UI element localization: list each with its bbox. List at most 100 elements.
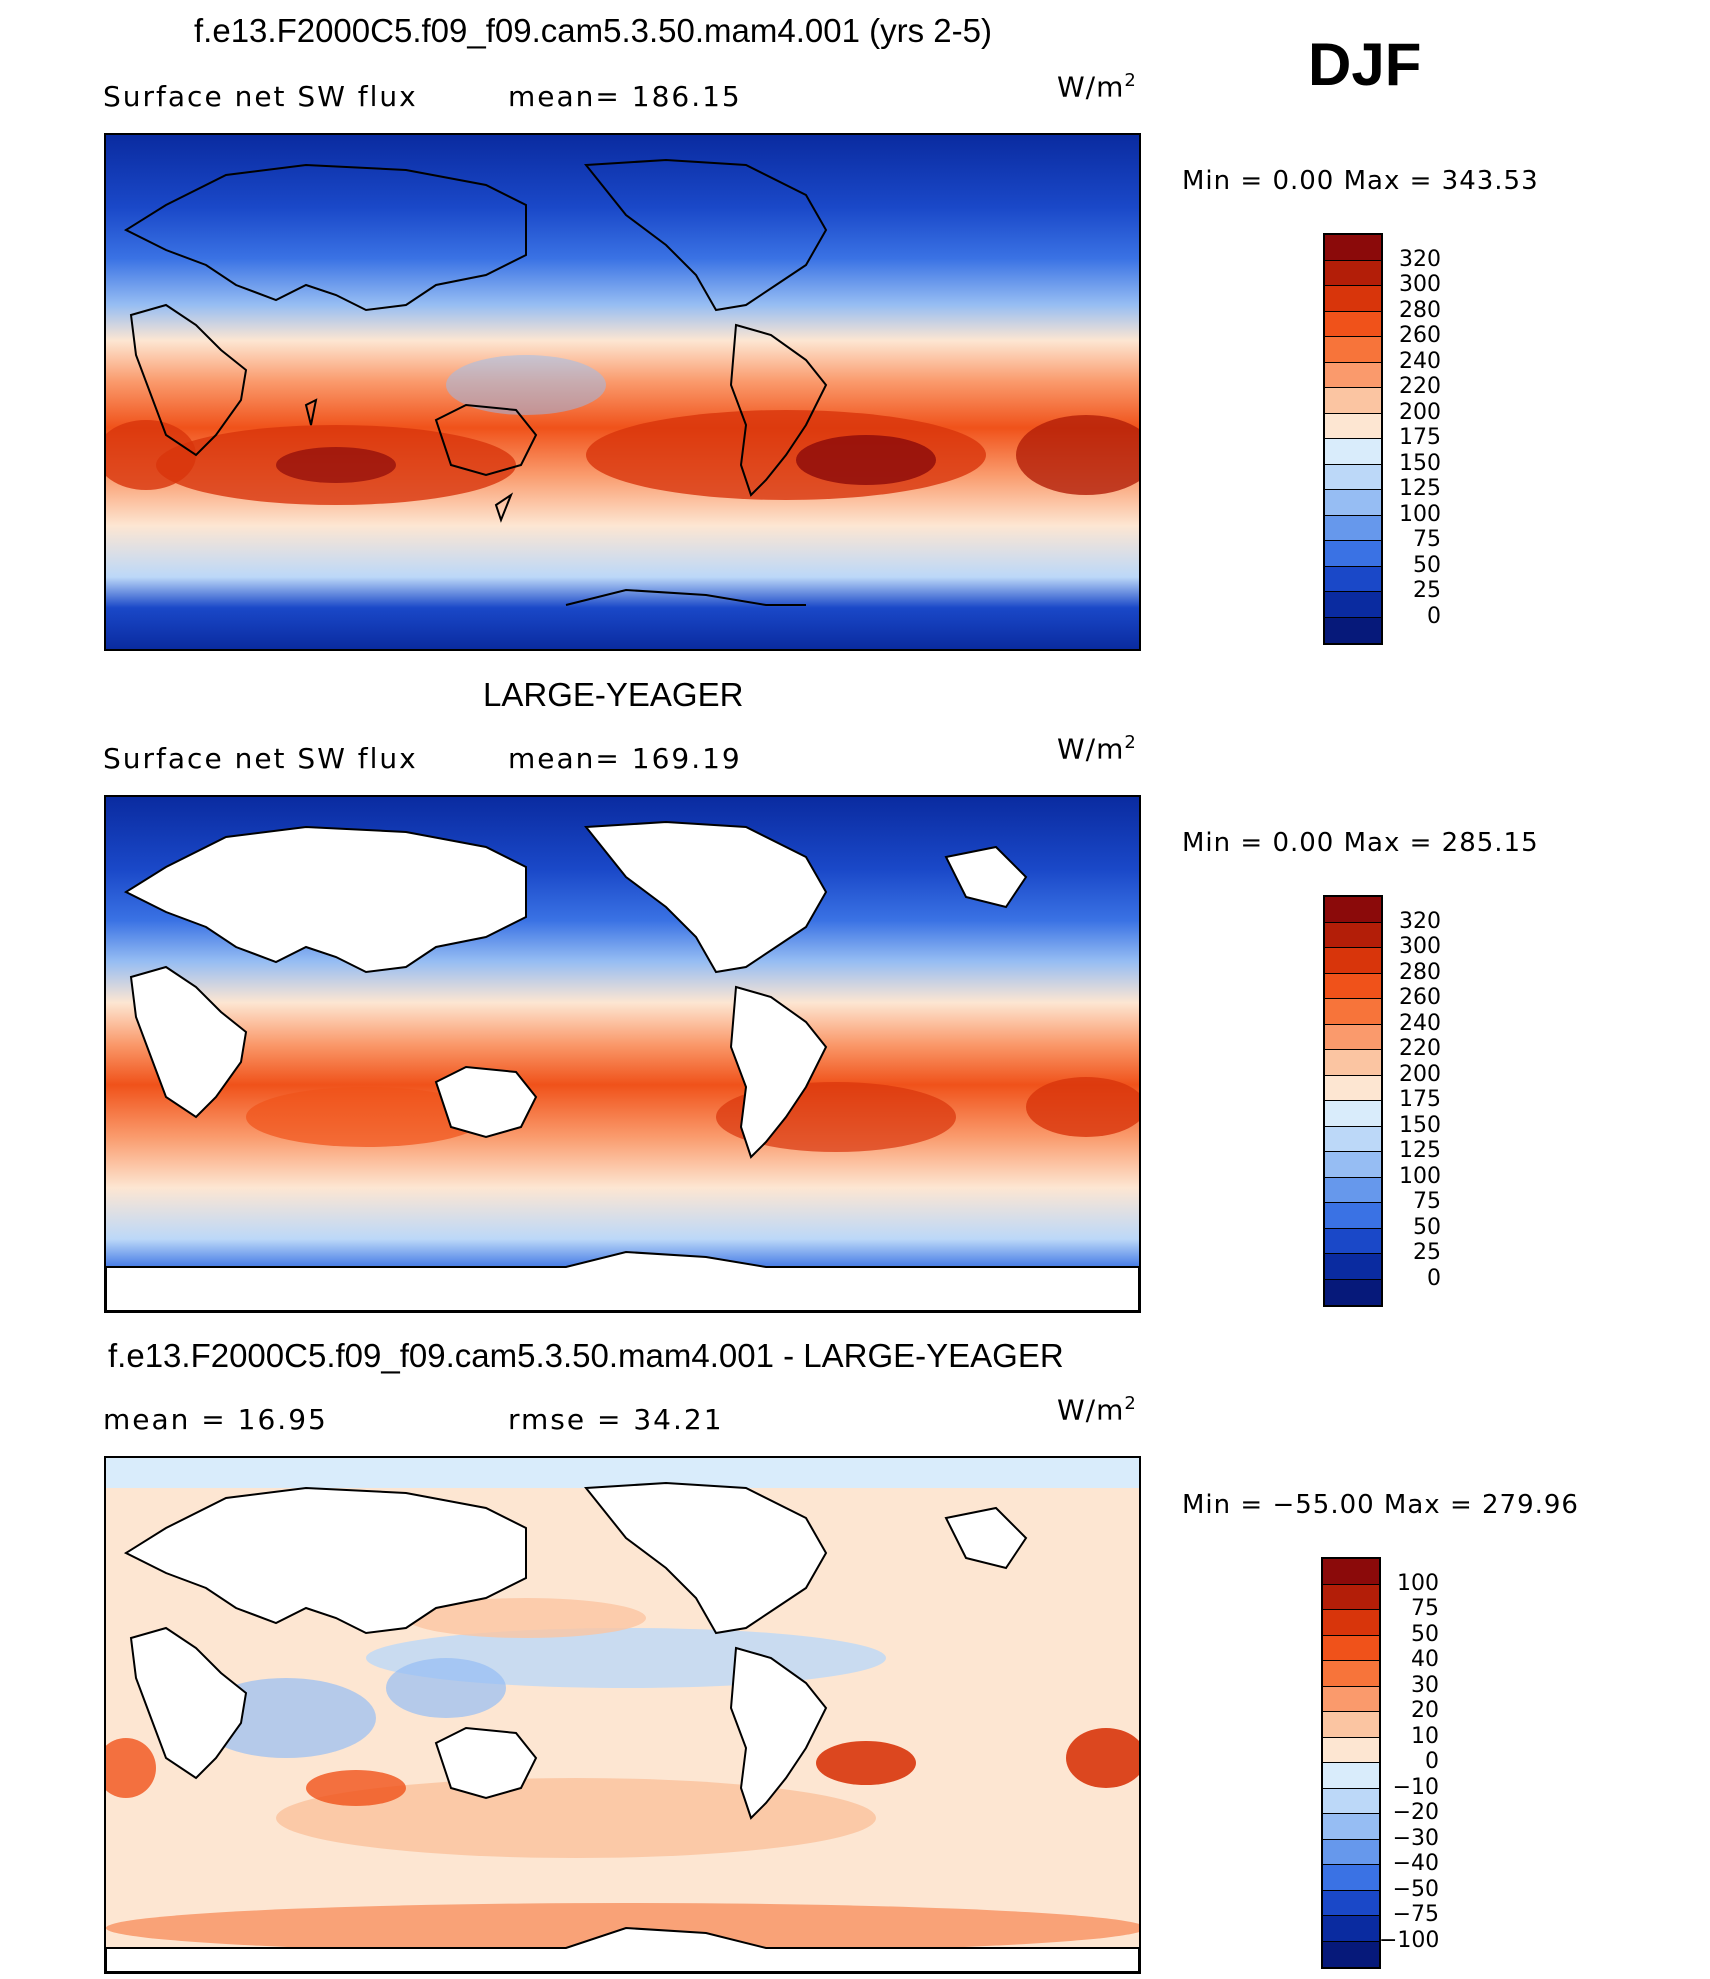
panel-2-map-field <box>106 797 1139 1311</box>
colorbar-tick-label: 0 <box>1425 1749 1439 1774</box>
colorbar-tick-label: 260 <box>1399 985 1441 1010</box>
colorbar-tick-label: 260 <box>1399 323 1441 348</box>
colorbar-tick-label: 240 <box>1399 348 1441 374</box>
panel-3-minmax: Min = −55.00 Max = 279.96 <box>1182 1490 1579 1520</box>
colorbar-box <box>1325 1177 1381 1203</box>
panel-1-units: W/m2 <box>1057 70 1137 104</box>
colorbar-box <box>1325 362 1381 388</box>
colorbar-tick-label: 320 <box>1399 908 1441 934</box>
colorbar-box <box>1325 1075 1381 1101</box>
panel-2-mean-label: mean= 169.19 <box>508 742 742 775</box>
colorbar-tick-label: 200 <box>1399 399 1441 425</box>
season-label: DJF <box>1308 31 1422 98</box>
colorbar-box <box>1325 973 1381 999</box>
colorbar-tick-label: 175 <box>1399 1087 1441 1112</box>
colorbar-box <box>1325 541 1381 567</box>
colorbar-box <box>1323 1814 1379 1840</box>
colorbar-box <box>1323 1788 1379 1814</box>
panel-3-rmse-label: rmse = 34.21 <box>508 1403 724 1436</box>
colorbar-box <box>1325 617 1381 643</box>
colorbar-tick-label: 30 <box>1411 1672 1439 1698</box>
colorbar-box <box>1325 1126 1381 1152</box>
colorbar-box <box>1325 922 1381 948</box>
panel-1-mean-label: mean= 186.15 <box>508 80 742 113</box>
colorbar-box <box>1325 337 1381 363</box>
colorbar-box <box>1325 413 1381 439</box>
panel-2-units: W/m2 <box>1057 732 1137 766</box>
colorbar-tick-label: 40 <box>1411 1647 1439 1672</box>
colorbar-box <box>1325 1279 1381 1305</box>
colorbar-tick-label: 220 <box>1399 1036 1441 1061</box>
colorbar-tick-label: 220 <box>1399 374 1441 399</box>
colorbar-box <box>1325 1203 1381 1229</box>
colorbar-tick-label: 10 <box>1411 1723 1439 1749</box>
colorbar-tick-label: 100 <box>1397 1570 1439 1596</box>
colorbar-box <box>1323 1890 1379 1916</box>
colorbar-tick-label: 280 <box>1399 297 1441 323</box>
colorbar-box <box>1323 1941 1379 1967</box>
colorbar-tick-label: 280 <box>1399 959 1441 985</box>
panel-2-variable-label: Surface net SW flux <box>103 742 418 775</box>
colorbar-tick-label: 50 <box>1413 1214 1441 1240</box>
colorbar-box <box>1325 1050 1381 1076</box>
panel-2-map <box>104 795 1141 1313</box>
colorbar-tick-label: −10 <box>1392 1774 1439 1800</box>
colorbar-box <box>1325 388 1381 414</box>
panel-1-variable-label: Surface net SW flux <box>103 80 418 113</box>
colorbar-tick-label: 25 <box>1413 1240 1441 1265</box>
colorbar-tick-label: 100 <box>1399 1163 1441 1189</box>
colorbar-box <box>1325 897 1381 923</box>
colorbar-tick-label: 75 <box>1413 1189 1441 1214</box>
colorbar-tick-label: 50 <box>1411 1621 1439 1647</box>
panel-1-map-field <box>106 135 1139 649</box>
panel-3-units: W/m2 <box>1057 1393 1137 1427</box>
colorbar-tick-label: 320 <box>1399 246 1441 272</box>
panel-1-title: f.e13.F2000C5.f09_f09.cam5.3.50.mam4.001… <box>194 12 992 49</box>
colorbar-tick-label: 175 <box>1399 425 1441 450</box>
colorbar-box <box>1323 1686 1379 1712</box>
colorbar-box <box>1323 1661 1379 1687</box>
colorbar-tick-label: 0 <box>1427 603 1441 629</box>
colorbar-tick-label: −30 <box>1392 1825 1439 1851</box>
colorbar-tick-label: 150 <box>1399 450 1441 476</box>
colorbar-box <box>1323 1610 1379 1636</box>
colorbar-tick-label: 125 <box>1399 476 1441 501</box>
panel-2-colorbar <box>1323 895 1383 1307</box>
colorbar-box <box>1325 1254 1381 1280</box>
colorbar-tick-label: −75 <box>1392 1902 1439 1927</box>
colorbar-tick-label: 150 <box>1399 1112 1441 1138</box>
colorbar-box <box>1325 948 1381 974</box>
panel-3-mean-label: mean = 16.95 <box>103 1403 328 1436</box>
colorbar-box <box>1325 464 1381 490</box>
colorbar-tick-label: −100 <box>1379 1927 1440 1953</box>
colorbar-tick-label: 240 <box>1399 1010 1441 1036</box>
colorbar-tick-label: −50 <box>1392 1876 1439 1902</box>
panel-2-title: LARGE-YEAGER <box>483 676 744 713</box>
panel-2-minmax: Min = 0.00 Max = 285.15 <box>1182 828 1539 858</box>
colorbar-box <box>1325 1152 1381 1178</box>
panel-1-coastlines <box>123 158 828 606</box>
panel-3-title: f.e13.F2000C5.f09_f09.cam5.3.50.mam4.001… <box>108 1337 1064 1374</box>
colorbar-box <box>1323 1635 1379 1661</box>
colorbar-box <box>1325 1228 1381 1254</box>
colorbar-tick-label: 50 <box>1413 552 1441 578</box>
colorbar-box <box>1325 286 1381 312</box>
colorbar-tick-label: 125 <box>1399 1138 1441 1163</box>
colorbar-box <box>1325 260 1381 286</box>
colorbar-tick-label: 25 <box>1413 578 1441 603</box>
colorbar-box <box>1323 1839 1379 1865</box>
colorbar-box <box>1325 515 1381 541</box>
colorbar-box <box>1325 999 1381 1025</box>
panel-3-map-field <box>106 1458 1139 1972</box>
colorbar-tick-label: 100 <box>1399 501 1441 527</box>
panel-3-map <box>104 1456 1141 1974</box>
colorbar-box <box>1325 490 1381 516</box>
colorbar-tick-label: 75 <box>1411 1596 1439 1621</box>
colorbar-box <box>1323 1559 1379 1585</box>
colorbar-tick-label: 0 <box>1427 1265 1441 1291</box>
panel-1-colorbar <box>1323 233 1383 645</box>
colorbar-tick-label: 300 <box>1399 272 1441 297</box>
colorbar-tick-label: 75 <box>1413 527 1441 552</box>
colorbar-box <box>1325 1101 1381 1127</box>
panel-3-colorbar <box>1321 1557 1381 1969</box>
